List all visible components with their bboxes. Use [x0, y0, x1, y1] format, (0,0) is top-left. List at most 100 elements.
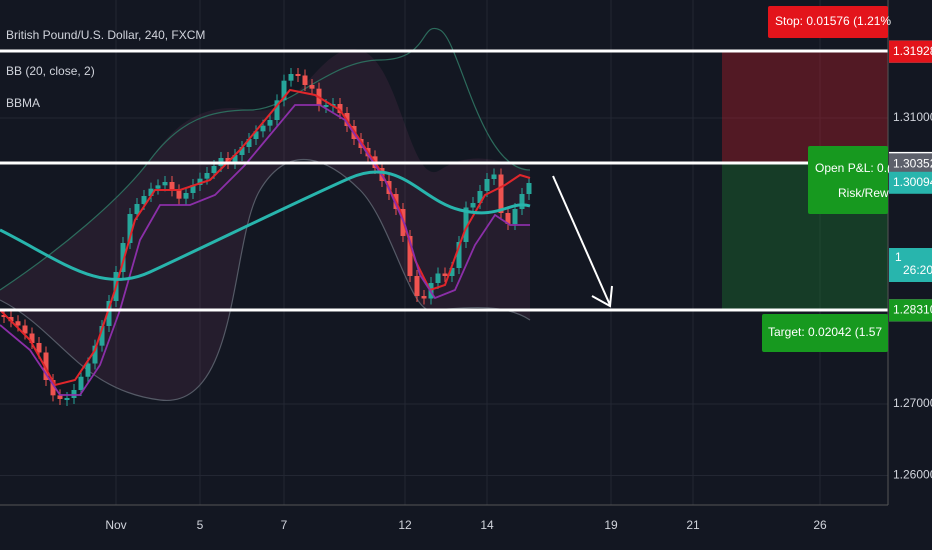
price-label: 1.31928: [893, 44, 932, 58]
rr-text: Risk/Rew: [838, 186, 889, 200]
indicator: BBMA: [6, 96, 40, 110]
target-text: Target: 0.02042 (1.57: [768, 325, 882, 339]
candle: [323, 105, 329, 107]
candle: [456, 242, 462, 268]
candle: [449, 268, 455, 276]
candle: [246, 139, 252, 147]
date-label: 12: [398, 518, 412, 532]
countdown-box: [889, 248, 932, 282]
stop-text: Stop: 0.01576 (1.21%: [775, 14, 891, 28]
candle: [43, 352, 49, 380]
candle: [197, 178, 203, 185]
date-label: 21: [686, 518, 700, 532]
candle: [498, 174, 504, 213]
bollinger-fill: [0, 49, 530, 401]
indicator: BB (20, close, 2): [6, 64, 95, 78]
countdown-time: 26:20: [903, 263, 932, 277]
candle: [414, 276, 420, 296]
date-label: 26: [813, 518, 827, 532]
price-label: 1.30352: [893, 157, 932, 171]
candle: [260, 125, 266, 132]
candle: [274, 100, 280, 120]
candle: [169, 182, 175, 191]
bbma: [0, 170, 531, 281]
candle: [302, 75, 308, 85]
candle: [526, 183, 532, 194]
candle: [337, 104, 343, 113]
candle: [92, 345, 98, 364]
candle: [519, 194, 525, 209]
candle: [176, 190, 182, 199]
price-box: [889, 299, 932, 322]
candle: [71, 390, 77, 398]
candle: [435, 273, 441, 283]
pl-badge: [808, 146, 888, 214]
candle: [267, 120, 273, 126]
candle: [491, 174, 497, 179]
stop-badge: [768, 6, 888, 38]
candle: [232, 155, 238, 163]
candle: [239, 147, 245, 155]
candle: [190, 185, 196, 193]
ma-purple: [0, 104, 530, 396]
candle: [470, 203, 476, 208]
price-label: 1.26000: [893, 468, 932, 482]
target-badge: [762, 314, 888, 352]
candle: [15, 321, 21, 326]
candle: [99, 326, 105, 346]
ma-red: [0, 88, 531, 387]
candle: [295, 74, 301, 76]
candle: [183, 193, 189, 199]
candle: [1, 315, 7, 317]
candle: [204, 173, 210, 179]
candle: [463, 207, 469, 242]
countdown-label: 1: [895, 250, 902, 264]
candle: [162, 182, 168, 186]
candle: [211, 166, 217, 173]
candle: [484, 179, 490, 191]
date-label: 7: [281, 518, 288, 532]
price-box: [889, 153, 932, 176]
candle: [477, 191, 483, 203]
candle: [512, 209, 518, 224]
price-box: [889, 40, 932, 63]
candle: [57, 395, 63, 399]
candle: [22, 325, 28, 334]
date-label: 19: [604, 518, 618, 532]
candle: [148, 188, 154, 196]
candle: [106, 301, 112, 326]
date-label: Nov: [105, 518, 126, 532]
candle: [85, 363, 91, 377]
candle: [281, 80, 287, 101]
candle: [120, 243, 126, 272]
price-axis: 1.319281.319281.310001.303721.303521.300…: [889, 40, 932, 482]
candle: [141, 196, 147, 204]
candle: [36, 343, 42, 353]
stop-zone: [722, 51, 888, 163]
candle: [134, 204, 140, 214]
arrow: [552, 175, 611, 306]
candle: [288, 74, 294, 81]
candle: [505, 213, 511, 224]
price-box: [889, 171, 932, 194]
arrow-head: [591, 285, 613, 308]
candle: [78, 376, 84, 390]
pl-text: Open P&L: 0.(: [815, 161, 891, 175]
price-label: 1.27000: [893, 396, 932, 410]
candle: [8, 317, 14, 322]
candle: [225, 158, 231, 163]
candle: [309, 85, 315, 89]
date-label: 5: [197, 518, 204, 532]
candle: [50, 380, 56, 396]
candle: [29, 333, 35, 343]
candle: [64, 398, 70, 400]
candle: [253, 131, 259, 139]
candle: [442, 273, 448, 276]
candle: [127, 214, 133, 243]
price-label: 1.30094: [893, 175, 932, 189]
candle: [421, 296, 427, 299]
price-label: 1.31000: [893, 110, 932, 124]
candle: [407, 236, 413, 276]
